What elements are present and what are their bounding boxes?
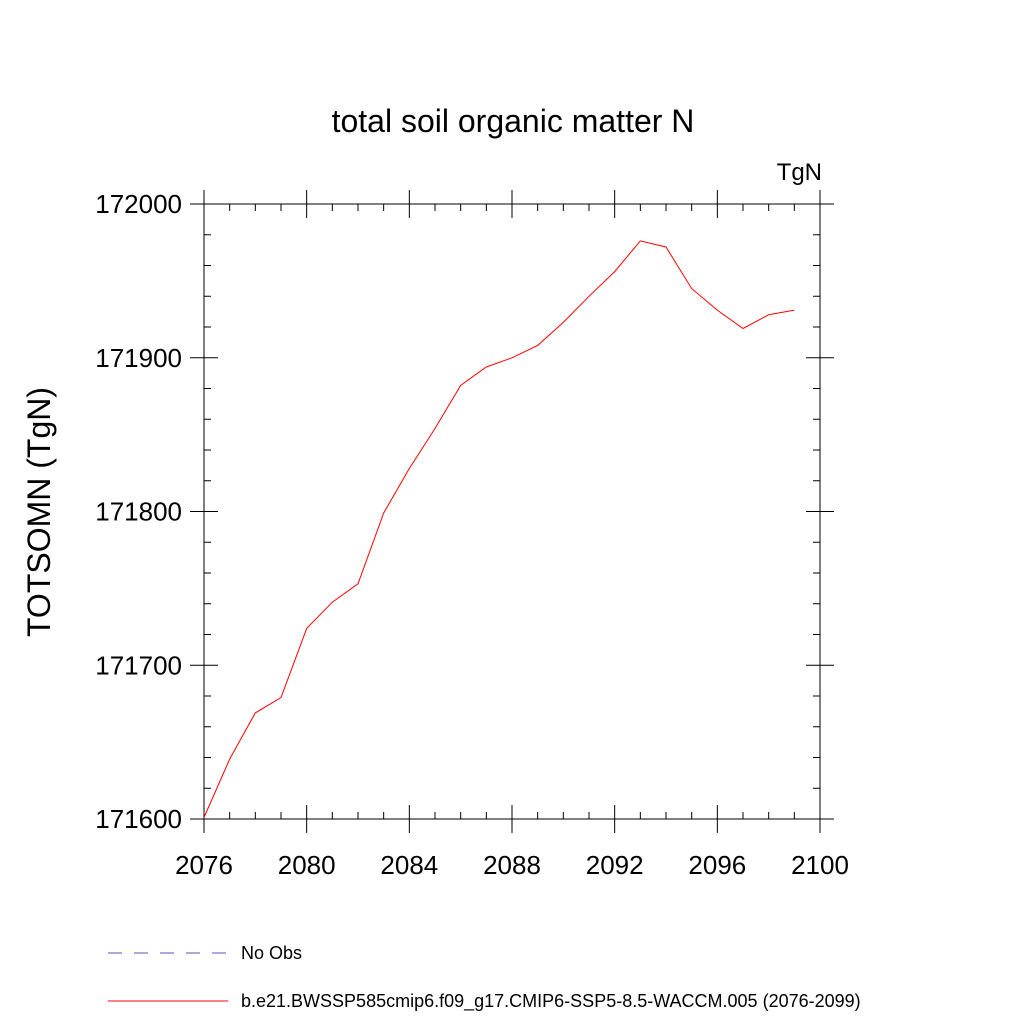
- series-layer: [203, 239, 796, 819]
- plot-frame: [203, 203, 821, 820]
- axis-tick-labels: 2076 2080 2084 2088 2092 2096 2100 171600 171700…: [95, 189, 849, 880]
- axis-ticks: [190, 190, 834, 833]
- data-point: [203, 816, 206, 819]
- y-axis-label: TOTSOMN (TgN): [21, 387, 57, 637]
- x-tick-label: 2080: [278, 850, 336, 880]
- data-point: [408, 467, 411, 470]
- x-tick-label: 2092: [586, 850, 644, 880]
- y-tick-label: 171600: [95, 804, 182, 834]
- data-point: [459, 384, 462, 387]
- data-point: [742, 327, 745, 330]
- x-tick-label: 2096: [688, 850, 746, 880]
- data-point: [434, 427, 437, 430]
- y-tick-label: 171700: [95, 650, 182, 680]
- data-point: [254, 711, 257, 714]
- data-point: [716, 309, 719, 312]
- data-point: [588, 295, 591, 298]
- data-point: [485, 366, 488, 369]
- chart-title: total soil organic matter N: [332, 103, 695, 139]
- data-point: [665, 246, 668, 249]
- data-point: [305, 627, 308, 630]
- data-point: [767, 313, 770, 316]
- units-label: TgN: [777, 159, 822, 186]
- data-point: [228, 758, 231, 761]
- data-point: [613, 270, 616, 273]
- data-point: [562, 321, 565, 324]
- series-line: [203, 240, 795, 818]
- data-point: [536, 344, 539, 347]
- y-tick-label: 171900: [95, 343, 182, 373]
- data-point: [793, 309, 796, 312]
- y-tick-label: 171800: [95, 497, 182, 527]
- data-point: [280, 696, 283, 699]
- data-point: [690, 287, 693, 290]
- legend-label: b.e21.BWSSP585cmip6.f09_g17.CMIP6-SSP5-8…: [241, 991, 861, 1012]
- legend-label: No Obs: [241, 943, 302, 963]
- x-tick-label: 2084: [380, 850, 438, 880]
- data-point: [357, 582, 360, 585]
- x-tick-label: 2076: [175, 850, 233, 880]
- legend: No Obs b.e21.BWSSP585cmip6.f09_g17.CMIP6-…: [108, 943, 861, 1012]
- data-point: [639, 239, 642, 242]
- x-tick-label: 2100: [791, 850, 849, 880]
- data-point: [511, 356, 514, 359]
- data-point: [382, 512, 385, 515]
- x-tick-label: 2088: [483, 850, 541, 880]
- data-point: [331, 601, 334, 604]
- y-tick-label: 172000: [95, 189, 182, 219]
